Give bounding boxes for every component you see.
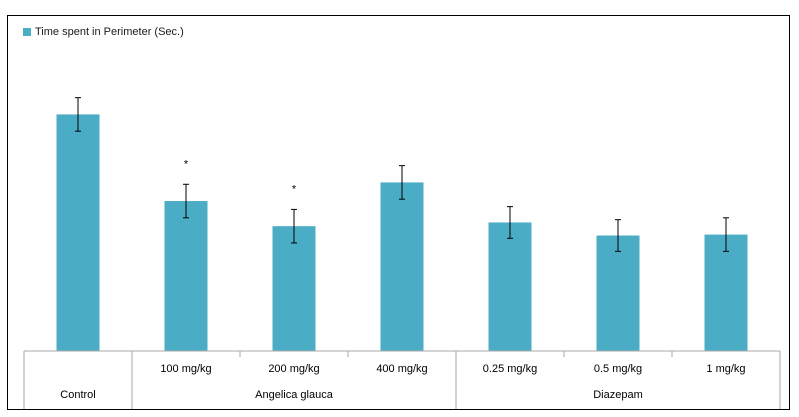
- bar: [272, 226, 316, 351]
- category-label: 0.25 mg/kg: [483, 363, 537, 375]
- significance-marker: *: [292, 183, 297, 195]
- group-label: Control: [60, 389, 95, 401]
- group-label: Angelica glauca: [255, 389, 334, 401]
- category-label: 0.5 mg/kg: [594, 363, 642, 375]
- category-label: 1 mg/kg: [706, 363, 745, 375]
- bar: [596, 235, 640, 351]
- bar: [704, 234, 748, 351]
- category-label: 200 mg/kg: [268, 363, 319, 375]
- bar: [164, 201, 208, 351]
- bar: [488, 222, 532, 351]
- chart-legend: Time spent in Perimeter (Sec.): [23, 26, 184, 38]
- legend-label: Time spent in Perimeter (Sec.): [35, 26, 184, 38]
- legend-swatch: [23, 28, 31, 36]
- category-label: 100 mg/kg: [160, 363, 211, 375]
- significance-marker: *: [184, 158, 189, 170]
- bar: [380, 182, 424, 351]
- category-label: 400 mg/kg: [376, 363, 427, 375]
- bar: [56, 114, 100, 351]
- group-label: Diazepam: [593, 389, 643, 401]
